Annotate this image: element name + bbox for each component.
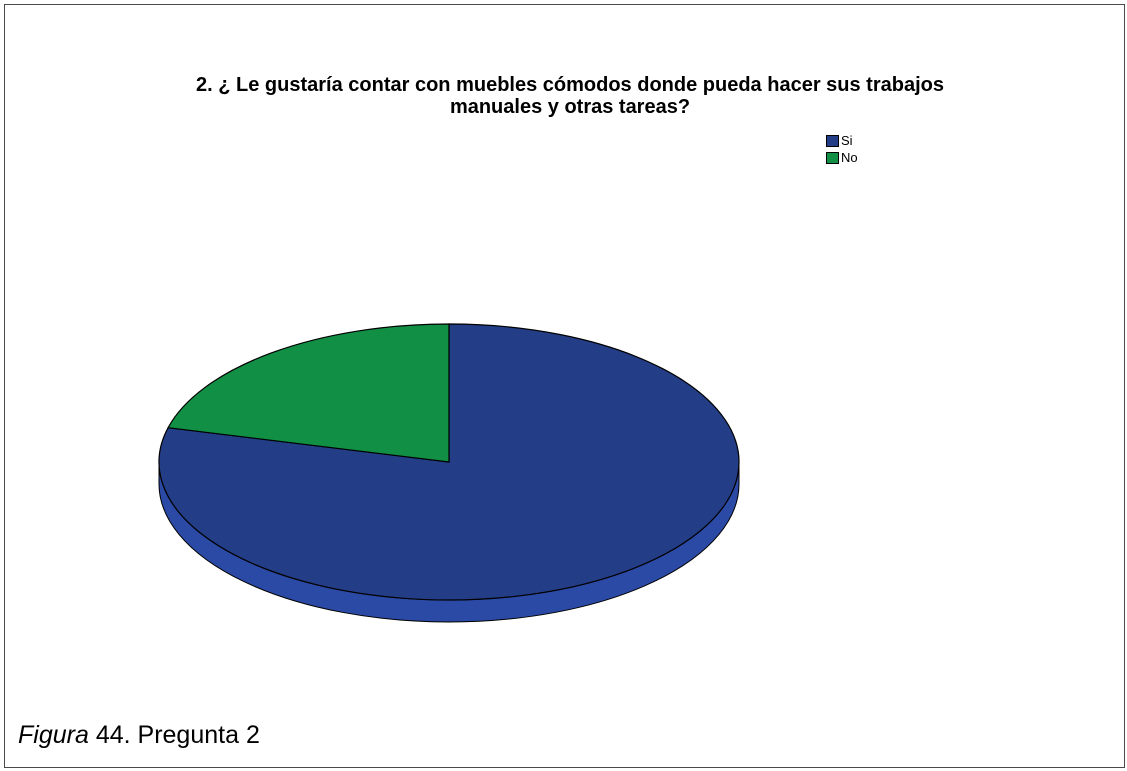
chart-title-line-2: manuales y otras tareas? <box>449 96 691 118</box>
pie-slice-si <box>158 323 740 601</box>
chart-legend: Si No <box>826 132 858 166</box>
legend-item-si: Si <box>826 132 858 149</box>
chart-title: 2. ¿ Le gustaría contar con muebles cómo… <box>60 74 1080 118</box>
chart-title-line-1: 2. ¿ Le gustaría contar con muebles cómo… <box>196 74 944 96</box>
pie-slice-no <box>167 323 450 463</box>
caption-number: 44 <box>95 721 124 749</box>
legend-label-si: Si <box>841 133 853 148</box>
figure-caption: Figura 44. Pregunta 2 <box>18 721 260 750</box>
legend-item-no: No <box>826 149 858 166</box>
caption-text: . Pregunta 2 <box>123 721 260 749</box>
legend-swatch-si <box>826 134 839 147</box>
legend-swatch-no <box>826 151 839 164</box>
caption-figure-word: Figura <box>18 721 89 749</box>
legend-label-no: No <box>841 150 858 165</box>
